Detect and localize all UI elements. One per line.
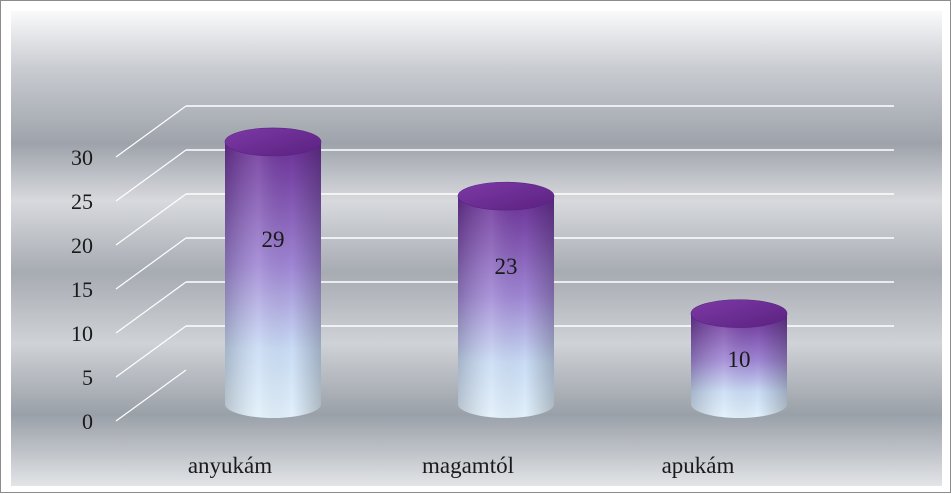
x-category-label: apukám [662,453,735,478]
gridline-diagonal [115,149,187,202]
y-tick-label: 20 [71,233,93,258]
bar [457,181,555,418]
data-label: 23 [495,254,518,279]
bar [224,127,322,418]
gridline-diagonal [115,237,187,290]
y-tick-label: 0 [82,409,93,434]
gridline-diagonal [115,193,187,246]
data-label: 10 [728,347,751,372]
gridline-diagonal [115,325,187,378]
gridline-diagonal [115,281,187,334]
y-tick-label: 15 [71,277,93,302]
bar-top-cap [690,299,788,328]
gridline-diagonal [115,105,187,158]
bar [690,299,788,418]
bar-shading [225,141,321,418]
bar-shading [458,196,554,418]
bar-top-cap [224,127,322,157]
x-category-label: anyukám [188,453,272,478]
bar-shading [691,313,787,418]
data-label: 29 [262,227,285,252]
y-tick-label: 10 [71,321,93,346]
gridline-diagonal [115,369,187,422]
y-tick-label: 30 [71,145,93,170]
y-tick-label: 5 [82,365,93,390]
x-category-label: magamtól [422,453,514,478]
y-tick-label: 25 [71,189,93,214]
bar-top-cap [457,181,555,211]
